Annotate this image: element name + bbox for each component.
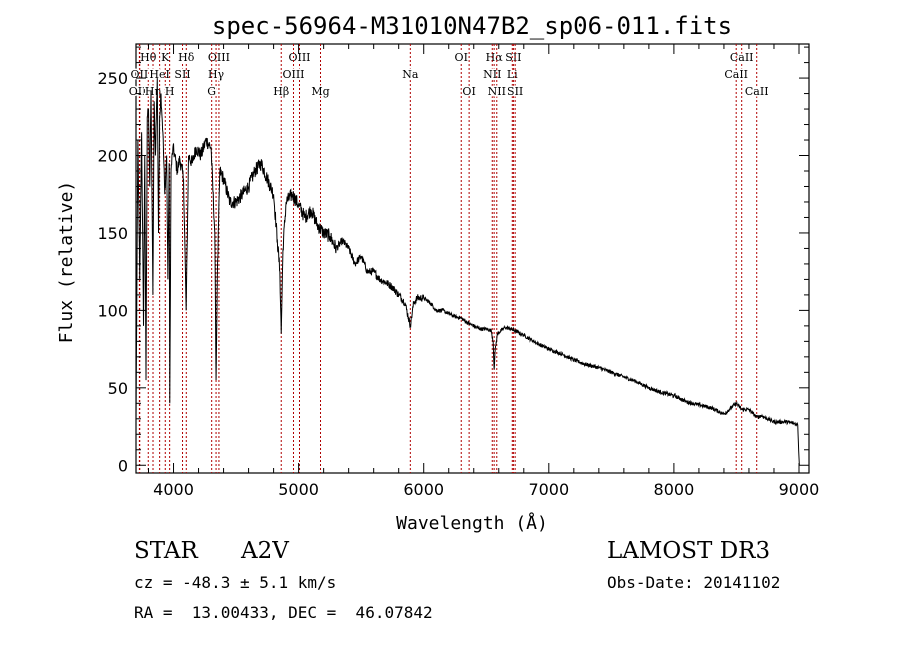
line-label-23: Li (507, 68, 518, 81)
survey-name: LAMOST DR3 (607, 538, 771, 564)
line-label-10: Hγ (208, 68, 225, 81)
line-label-12: Hβ (273, 85, 289, 98)
object-class: STAR (134, 538, 198, 564)
spectrum-series (135, 78, 800, 466)
object-subclass: A2V (241, 538, 289, 564)
y-tick-label-200: 200 (97, 147, 128, 166)
observation-date: Obs-Date: 20141102 (607, 573, 781, 592)
chart-title: spec-56964-M31010N47B2_sp06-011.fits (212, 12, 732, 40)
line-label-9: OIII (208, 51, 230, 64)
line-label-24: SII (507, 85, 523, 98)
y-tick-label-150: 150 (97, 224, 128, 243)
line-label-7: SII (174, 68, 190, 81)
line-label-13: OIII (288, 51, 310, 64)
line-label-15: Mg (311, 85, 329, 98)
y-tick-label-250: 250 (97, 69, 128, 88)
coordinates: RA = 13.00433, DEC = 46.07842 (134, 603, 433, 622)
y-tick-label-100: 100 (97, 301, 128, 320)
line-label-22: SII (505, 51, 521, 64)
x-tick-label-7000: 7000 (528, 480, 569, 499)
line-label-26: CaII (724, 68, 748, 81)
line-label-0: Hθ (140, 51, 157, 64)
axis-ticks: 4000 5000 6000 7000 8000 9000 0 50 100 150 200 250 (97, 44, 819, 499)
y-tick-label-0: 0 (118, 456, 128, 475)
x-axis-label: Wavelength (Å) (396, 512, 548, 534)
line-label-27: CaII (745, 85, 769, 98)
spectrum-line (135, 78, 800, 466)
line-label-3: Hη (145, 85, 161, 98)
line-label-18: OI (462, 85, 475, 98)
plot-border (135, 43, 810, 474)
line-label-16: Na (402, 68, 419, 81)
line-label-17: OI (455, 51, 468, 64)
plot-frame (135, 43, 810, 474)
line-label-20: NII (483, 68, 501, 81)
line-label-21: NII (488, 85, 506, 98)
line-label-19: Hα (486, 51, 504, 64)
y-tick-label-50: 50 (108, 379, 128, 398)
line-label-6: H (165, 85, 175, 98)
redshift-value: cz = -48.3 ± 5.1 km/s (134, 573, 337, 592)
line-label-2: OIII (129, 85, 151, 98)
line-label-8: Hδ (178, 51, 195, 64)
line-label-25: CaII (730, 51, 754, 64)
line-label-5: K (161, 51, 170, 64)
x-tick-label-4000: 4000 (153, 480, 194, 499)
line-label-4: HeI (149, 68, 169, 81)
x-tick-label-9000: 9000 (779, 480, 820, 499)
x-tick-label-5000: 5000 (278, 480, 319, 499)
line-label-11: G (207, 85, 216, 98)
x-tick-label-6000: 6000 (403, 480, 444, 499)
line-label-14: OIII (282, 68, 304, 81)
x-tick-label-8000: 8000 (654, 480, 695, 499)
y-axis-label: Flux (relative) (56, 181, 77, 344)
